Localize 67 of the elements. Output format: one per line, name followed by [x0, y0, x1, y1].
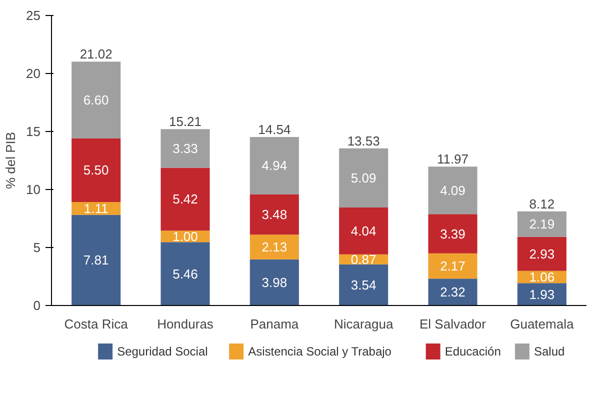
bar [428, 166, 478, 214]
bar [72, 62, 121, 138]
data-label: 1.93 [529, 286, 555, 302]
data-label: 4.94 [262, 158, 288, 174]
x-tick-label: Costa Rica [64, 316, 129, 332]
legend-label: Seguridad Social [117, 344, 208, 358]
data-label: 2.32 [440, 284, 466, 300]
bar [517, 236, 566, 271]
bar [339, 264, 388, 306]
bar [160, 242, 210, 306]
data-label: 3.98 [262, 274, 288, 290]
total-label: 15.21 [168, 114, 202, 130]
data-label: 3.48 [262, 206, 288, 222]
x-tick-label: Guatemala [510, 316, 574, 332]
y-tick-label: 5 [33, 240, 41, 255]
total-label: 13.53 [347, 133, 380, 148]
y-tick-label: 25 [26, 8, 41, 23]
data-label: 6.60 [83, 92, 109, 108]
y-tick-label: 20 [26, 66, 41, 81]
x-tick-label: Honduras [157, 316, 214, 332]
data-label: 0.87 [350, 252, 376, 267]
x-tick-label: Nicaragua [334, 316, 394, 332]
bar [339, 148, 388, 208]
data-label: 3.39 [440, 226, 466, 242]
bar [428, 214, 478, 254]
x-tick-label: Panama [250, 316, 300, 332]
data-label: 2.93 [529, 246, 555, 262]
bar [72, 138, 121, 202]
data-label: 2.13 [262, 239, 288, 254]
data-label: 3.54 [350, 277, 376, 292]
bar [72, 202, 121, 215]
data-label: 5.46 [172, 266, 198, 282]
y-axis-title: % del PIB [3, 132, 18, 190]
data-label: 5.50 [83, 162, 109, 178]
data-label: 7.81 [83, 252, 109, 268]
bar [160, 129, 210, 168]
data-label: 4.04 [350, 223, 376, 238]
bar [250, 194, 299, 235]
x-tick-label: El Salvador [420, 316, 487, 332]
bar [160, 168, 210, 231]
legend-label: Salud [534, 344, 565, 358]
data-label: 4.09 [440, 182, 466, 198]
y-tick-label: 10 [26, 182, 41, 197]
bar [339, 207, 388, 254]
data-label: 2.19 [529, 216, 555, 232]
bar [250, 136, 299, 194]
legend-label: Educación [444, 344, 501, 358]
bar [428, 278, 478, 306]
data-label: 2.17 [440, 258, 466, 274]
total-label: 8.12 [529, 196, 555, 212]
data-label: 3.33 [172, 140, 198, 156]
data-label: 1.11 [84, 200, 108, 216]
bar [72, 214, 121, 306]
y-tick-label: 15 [26, 124, 41, 139]
data-label: 5.09 [350, 170, 376, 186]
bar [250, 234, 299, 260]
bar [250, 259, 299, 306]
bar [517, 211, 566, 237]
bar [428, 253, 478, 279]
data-label: 5.42 [172, 192, 198, 207]
legend-label: Asistencia Social y Trabajo [248, 344, 392, 358]
total-label: 14.54 [258, 122, 291, 137]
y-tick-label: 0 [33, 298, 41, 313]
data-label: 1.06 [529, 269, 555, 284]
total-label: 11.97 [436, 152, 469, 167]
data-label: 1.00 [172, 228, 198, 244]
total-label: 21.02 [80, 46, 112, 62]
